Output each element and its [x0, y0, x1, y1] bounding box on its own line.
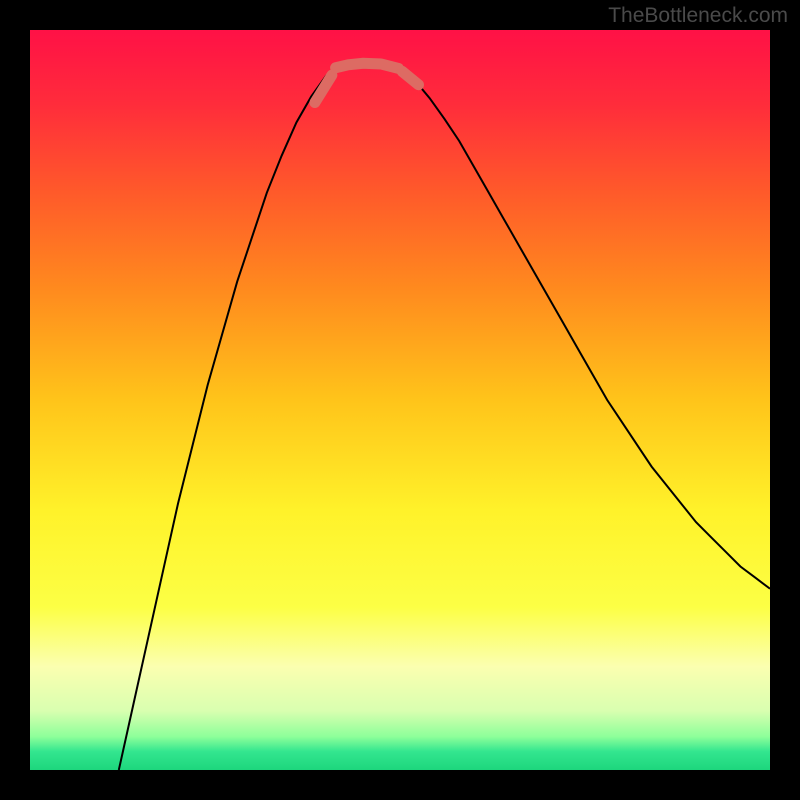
watermark-text: TheBottleneck.com	[608, 4, 788, 28]
bottleneck-chart	[30, 30, 770, 770]
chart-svg	[30, 30, 770, 770]
highlight-segment	[336, 63, 399, 68]
chart-background	[30, 30, 770, 770]
